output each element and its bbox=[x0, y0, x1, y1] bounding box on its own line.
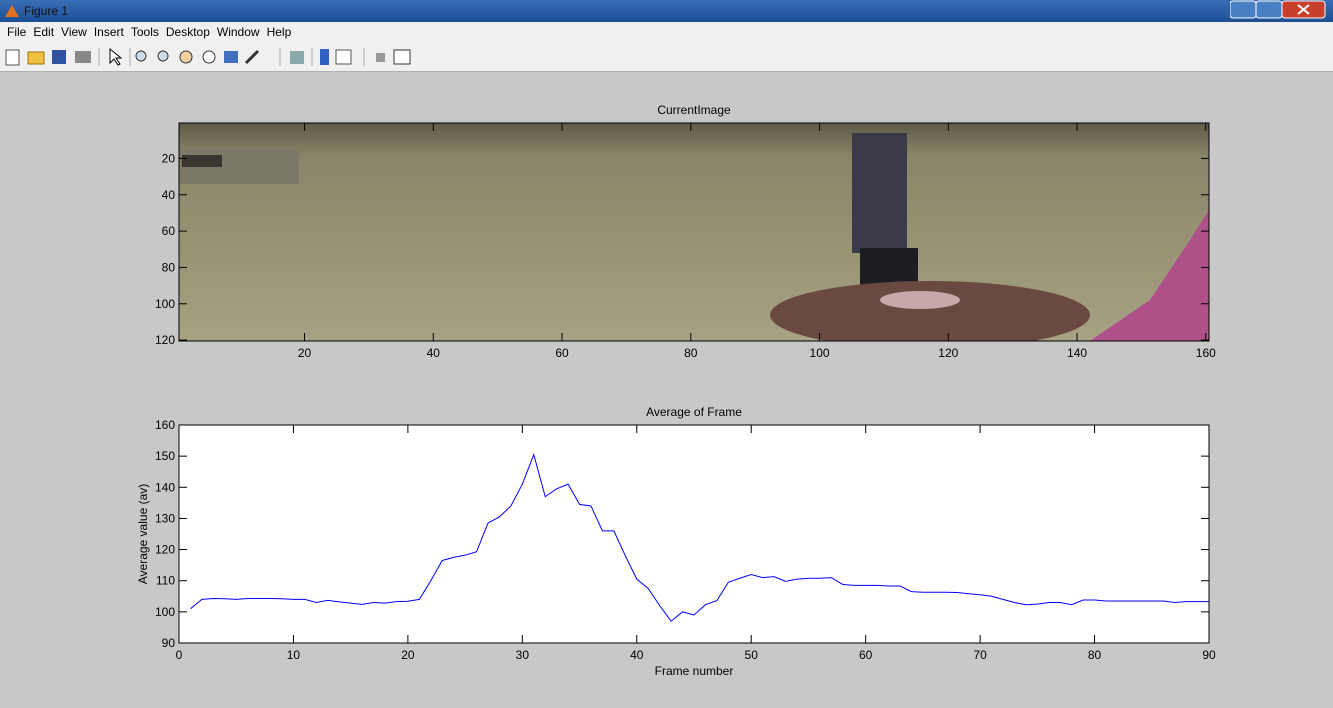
menu-item[interactable]: Window bbox=[217, 22, 260, 43]
image-content bbox=[179, 123, 1209, 349]
y-tick-label: 20 bbox=[162, 151, 176, 165]
legend-button[interactable] bbox=[336, 50, 351, 64]
axes-background bbox=[179, 425, 1209, 643]
y-tick-label: 160 bbox=[155, 418, 175, 432]
new-button[interactable] bbox=[6, 50, 19, 65]
x-tick-label: 20 bbox=[401, 648, 415, 662]
menu-item[interactable]: Help bbox=[267, 22, 292, 43]
minimize-button[interactable] bbox=[1230, 1, 1256, 18]
datacursor-button[interactable] bbox=[224, 51, 238, 63]
select-button[interactable] bbox=[110, 49, 121, 65]
y-tick-label: 80 bbox=[162, 260, 176, 274]
x-tick-label: 120 bbox=[938, 346, 958, 360]
x-tick-label: 80 bbox=[1088, 648, 1102, 662]
x-tick-label: 160 bbox=[1196, 346, 1216, 360]
x-tick-label: 90 bbox=[1202, 648, 1216, 662]
toolbar-buttons bbox=[6, 49, 410, 65]
y-tick-label: 140 bbox=[155, 480, 175, 494]
image-hand bbox=[770, 281, 1090, 349]
x-tick-label: 30 bbox=[516, 648, 530, 662]
y-tick-label: 120 bbox=[155, 543, 175, 557]
x-tick-label: 100 bbox=[810, 346, 830, 360]
open-button[interactable] bbox=[28, 52, 44, 64]
save-button[interactable] bbox=[52, 50, 66, 64]
y-tick-label: 100 bbox=[155, 605, 175, 619]
figure-canvas: 2040608010012014016020406080100120Curren… bbox=[0, 0, 1333, 708]
toolbar bbox=[0, 43, 1333, 72]
x-tick-label: 80 bbox=[684, 346, 698, 360]
menu-item[interactable]: Desktop bbox=[166, 22, 210, 43]
window-title: Figure 1 bbox=[24, 4, 68, 18]
menu-item[interactable]: View bbox=[61, 22, 87, 43]
rotate-button[interactable] bbox=[203, 51, 215, 63]
menu-item[interactable]: Tools bbox=[131, 22, 159, 43]
menu-item[interactable]: Insert bbox=[94, 22, 124, 43]
y-tick-label: 40 bbox=[162, 188, 176, 202]
title-bar: Figure 1 bbox=[0, 0, 1333, 22]
x-tick-label: 40 bbox=[630, 648, 644, 662]
colorbar-button[interactable] bbox=[320, 49, 329, 65]
y-axis-label: Average value (av) bbox=[136, 484, 150, 585]
image-nail bbox=[880, 291, 960, 309]
y-tick-label: 100 bbox=[155, 297, 175, 311]
y-tick-label: 130 bbox=[155, 511, 175, 525]
menu-bar: File Edit View Insert Tools Desktop Window Help bbox=[0, 22, 1333, 43]
link-button[interactable] bbox=[290, 51, 304, 64]
print-button[interactable] bbox=[75, 51, 91, 63]
x-tick-label: 60 bbox=[859, 648, 873, 662]
x-tick-label: 50 bbox=[745, 648, 759, 662]
image-bottle bbox=[852, 133, 907, 253]
x-axis-label: Frame number bbox=[655, 664, 734, 678]
x-tick-label: 10 bbox=[287, 648, 301, 662]
maximize-button[interactable] bbox=[1256, 1, 1282, 18]
window-controls bbox=[1230, 0, 1330, 20]
y-tick-label: 150 bbox=[155, 449, 175, 463]
hide-tools-button[interactable] bbox=[376, 53, 385, 62]
show-tools-button[interactable] bbox=[394, 50, 410, 64]
y-tick-label: 90 bbox=[162, 636, 176, 650]
zoom-in-button[interactable] bbox=[136, 51, 146, 61]
x-tick-label: 0 bbox=[176, 648, 183, 662]
toolbar-icons bbox=[0, 43, 420, 71]
pan-button[interactable] bbox=[180, 51, 192, 63]
y-tick-label: 60 bbox=[162, 224, 176, 238]
y-tick-label: 110 bbox=[156, 574, 175, 588]
image-card-dark bbox=[182, 155, 222, 167]
x-tick-label: 70 bbox=[973, 648, 987, 662]
menu-item[interactable]: File bbox=[7, 22, 26, 43]
y-tick-label: 120 bbox=[155, 333, 175, 347]
brush-button[interactable] bbox=[246, 51, 258, 63]
figure-window: 2040608010012014016020406080100120Curren… bbox=[0, 0, 1333, 708]
zoom-out-button[interactable] bbox=[158, 51, 168, 61]
x-tick-label: 140 bbox=[1067, 346, 1087, 360]
x-tick-label: 60 bbox=[555, 346, 569, 360]
axes-title: CurrentImage bbox=[657, 103, 731, 117]
x-tick-label: 40 bbox=[427, 346, 441, 360]
x-tick-label: 20 bbox=[298, 346, 312, 360]
axes-title: Average of Frame bbox=[646, 405, 742, 419]
app-icon bbox=[4, 3, 20, 19]
menu-item[interactable]: Edit bbox=[33, 22, 54, 43]
